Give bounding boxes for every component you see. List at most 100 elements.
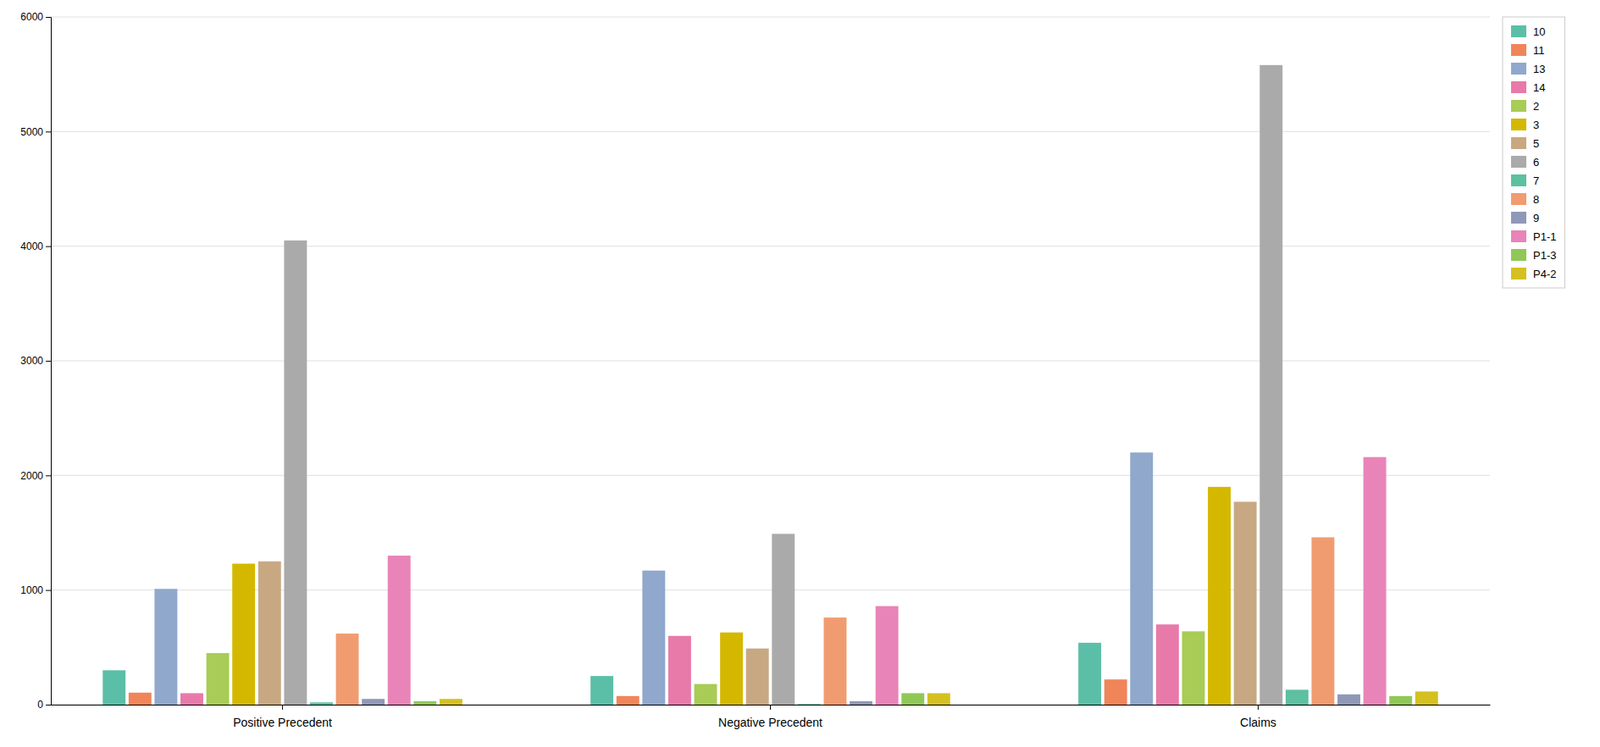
y-tick-label: 3000 <box>20 354 44 367</box>
plot: 0 1000 2000 3000 4000 5000 6000 Positive Preced… <box>20 11 1565 729</box>
bar <box>1181 631 1205 705</box>
bar <box>413 701 437 705</box>
y-axis: 0 1000 2000 3000 4000 5000 6000 <box>20 11 51 711</box>
legend-swatch <box>1511 81 1527 94</box>
bar-series <box>180 624 1180 705</box>
bar <box>206 653 230 705</box>
y-tick: 1000 <box>20 584 51 597</box>
legend-label: P4-2 <box>1533 267 1556 281</box>
chart: 0 1000 2000 3000 4000 5000 6000 Positive Preced… <box>0 0 1600 747</box>
bar <box>824 617 848 705</box>
legend-item: 5 <box>1511 137 1540 150</box>
legend-label: 11 <box>1533 44 1545 57</box>
y-tick: 4000 <box>20 240 51 253</box>
x-tick-mark <box>282 704 283 710</box>
legend-swatch <box>1511 155 1527 168</box>
bar <box>849 701 873 705</box>
legend-label: 2 <box>1533 99 1540 113</box>
y-tick: 2000 <box>20 470 51 482</box>
bar <box>797 703 821 705</box>
bar-series <box>232 487 1231 705</box>
bar <box>694 684 718 705</box>
y-tick: 6000 <box>20 11 51 23</box>
legend-item: 10 <box>1511 25 1545 39</box>
legend-label: P1-1 <box>1533 230 1556 244</box>
bars <box>102 65 1438 705</box>
legend-item: 9 <box>1511 211 1540 225</box>
y-tick-label: 0 <box>37 698 44 711</box>
bar <box>1207 487 1231 705</box>
y-tick: 3000 <box>20 354 51 367</box>
bar <box>180 692 204 705</box>
bar-series <box>258 501 1257 705</box>
bar <box>258 561 282 705</box>
legend-swatch <box>1511 174 1527 187</box>
bar <box>1234 501 1257 705</box>
legend-item: 2 <box>1511 99 1540 113</box>
legend-label: 13 <box>1533 62 1545 76</box>
legend-label: 14 <box>1533 81 1545 95</box>
legend-label: 9 <box>1533 211 1540 225</box>
bar <box>1129 452 1153 705</box>
bar <box>387 555 411 705</box>
bar-series <box>387 457 1387 705</box>
legend-swatch <box>1511 230 1527 243</box>
y-tick: 5000 <box>20 126 51 139</box>
legend-frame <box>1502 16 1565 288</box>
bar <box>1389 696 1412 705</box>
grid-line <box>50 16 1490 18</box>
bar <box>283 240 307 705</box>
bar-series <box>336 537 1335 705</box>
y-tick-mark <box>45 475 51 477</box>
legend-item: 8 <box>1511 193 1540 206</box>
bar-series <box>206 631 1206 705</box>
legend-swatch <box>1511 62 1527 75</box>
legend-swatch <box>1511 267 1527 280</box>
bar-series <box>361 694 1361 705</box>
legend-label: 8 <box>1533 193 1540 206</box>
legend: 101113142356789P1-1P1-3P4-2 <box>1502 16 1565 288</box>
bar <box>1259 65 1283 705</box>
bar <box>361 698 385 705</box>
bar <box>1337 694 1361 705</box>
bar <box>128 692 152 705</box>
legend-item: 6 <box>1511 155 1540 169</box>
bar <box>719 632 743 705</box>
legend-label: P1-3 <box>1533 249 1556 262</box>
x-tick-label: Negative Precedent <box>718 715 823 730</box>
bar <box>901 692 925 705</box>
bar <box>102 669 126 705</box>
bar <box>927 692 951 705</box>
legend-item: 14 <box>1511 81 1545 95</box>
legend-item: 13 <box>1511 62 1545 76</box>
legend-label: 6 <box>1533 155 1540 169</box>
legend-item: P4-2 <box>1511 267 1556 281</box>
x-tick-label: Positive Precedent <box>232 715 333 730</box>
bar-series <box>283 65 1283 705</box>
bar <box>590 675 614 705</box>
y-tick-label: 6000 <box>20 11 44 23</box>
legend-swatch <box>1511 25 1527 38</box>
y-tick-mark <box>45 360 51 362</box>
x-tick: Positive Precedent <box>232 704 333 730</box>
legend-label: 3 <box>1533 118 1540 132</box>
legend-swatch <box>1511 193 1527 205</box>
x-tick-mark <box>1257 704 1259 710</box>
y-tick: 0 <box>37 698 51 711</box>
legend-item: P1-1 <box>1511 230 1556 244</box>
bar <box>336 633 360 705</box>
y-tick-label: 4000 <box>20 240 44 253</box>
y-tick-mark <box>45 246 51 248</box>
y-tick-mark <box>45 131 51 133</box>
y-tick-label: 2000 <box>20 470 44 482</box>
bar <box>1104 679 1128 705</box>
bar-series <box>310 689 1309 705</box>
bar <box>668 636 692 705</box>
grid <box>50 16 1490 705</box>
y-tick-label: 5000 <box>20 126 44 139</box>
bar <box>642 570 665 705</box>
bar <box>1311 537 1335 705</box>
legend-label: 5 <box>1533 137 1540 150</box>
legend-swatch <box>1511 99 1527 112</box>
bar <box>1415 691 1439 705</box>
